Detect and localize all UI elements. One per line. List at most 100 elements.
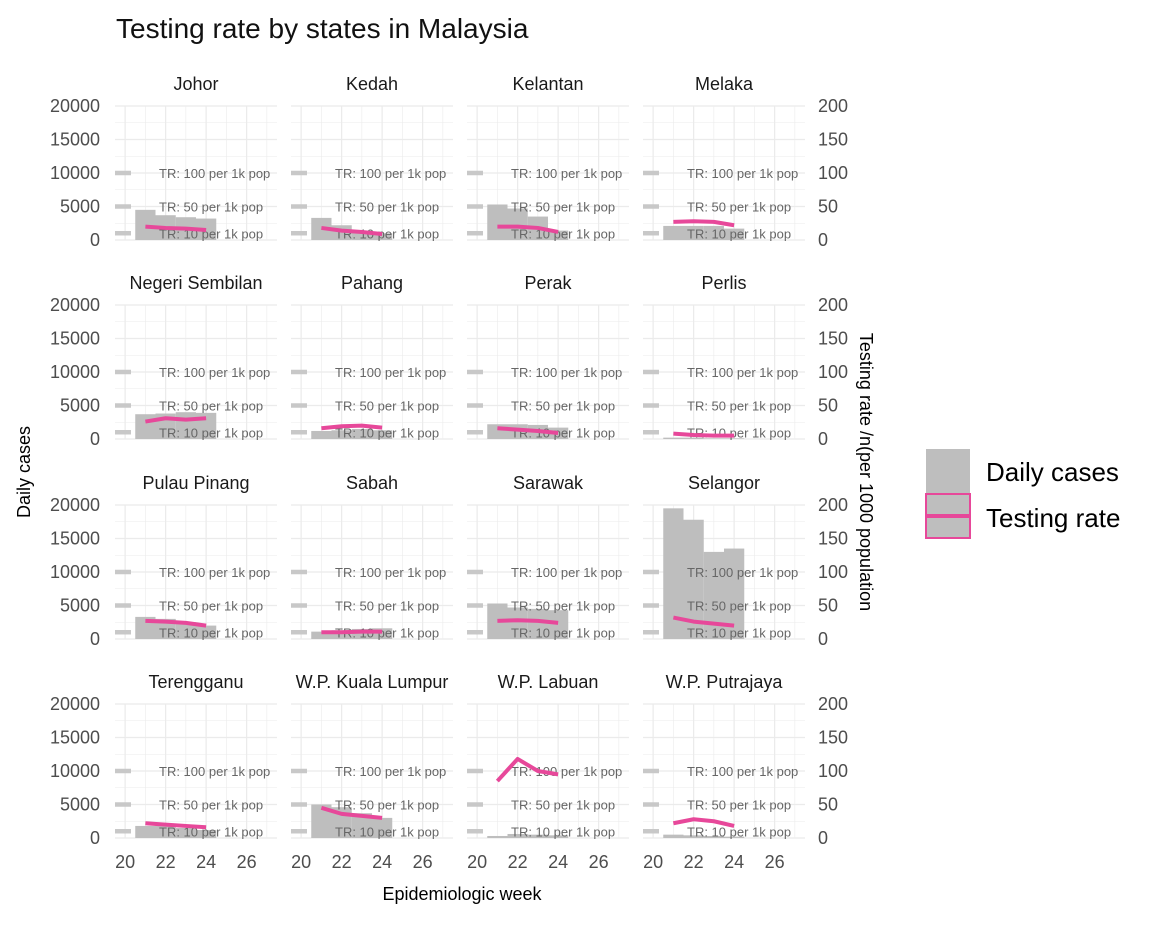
- x-tick-label: 20: [643, 852, 663, 872]
- panel-plot: TR: 10 per 1k pop TR: 50 per 1k pop TR: 10…: [291, 764, 453, 839]
- facet-label: W.P. Labuan: [498, 672, 599, 692]
- facet-label: Selangor: [688, 473, 760, 493]
- y2-axis-ticks: 0 50 100 150 200: [818, 495, 848, 649]
- reference-label-100: TR: 100 per 1k pop: [335, 764, 446, 779]
- y-tick-label: 15000: [50, 529, 100, 549]
- daily-cases-bar: [351, 428, 372, 439]
- x-tick-label: 22: [684, 852, 704, 872]
- panel-pahang: Pahang TR: 10 per 1k pop TR: 50 per 1k pop…: [291, 273, 453, 440]
- y2-tick-label: 100: [818, 362, 848, 382]
- reference-label-10: TR: 10 per 1k pop: [687, 425, 791, 440]
- panel-grid: [291, 703, 453, 839]
- y2-tick-label: 50: [818, 795, 838, 815]
- y2-tick-label: 150: [818, 130, 848, 150]
- facet-label: Kelantan: [512, 74, 583, 94]
- panel-w-p-putrajaya: W.P. Putrajaya TR: 10 per 1k pop TR: 50 pe…: [643, 672, 805, 839]
- reference-label-10: TR: 10 per 1k pop: [511, 226, 615, 241]
- y2-tick-label: 150: [818, 529, 848, 549]
- reference-label-50: TR: 50 per 1k pop: [159, 798, 263, 813]
- reference-label-100: TR: 100 per 1k pop: [687, 166, 798, 181]
- facet-label: Sarawak: [513, 473, 584, 493]
- y-axis-ticks: 0 5000 10000 15000 20000: [50, 295, 100, 449]
- y2-tick-label: 150: [818, 329, 848, 349]
- panel-sarawak: Sarawak TR: 10 per 1k pop TR: 50 per 1k po…: [467, 473, 629, 640]
- panel-pulau-pinang: Pulau Pinang TR: 10 per 1k pop TR: 50 per …: [115, 473, 277, 640]
- daily-cases-bar: [155, 825, 176, 838]
- x-tick-label: 20: [115, 852, 135, 872]
- daily-cases-bar: [331, 630, 352, 639]
- reference-label-50: TR: 50 per 1k pop: [687, 798, 791, 813]
- reference-label-10: TR: 10 per 1k pop: [687, 625, 791, 640]
- panel-plot: TR: 10 per 1k pop TR: 50 per 1k pop TR: 10…: [291, 166, 453, 241]
- y2-axis-ticks: 0 50 100 150 200: [818, 694, 848, 848]
- reference-label-10: TR: 10 per 1k pop: [335, 824, 439, 839]
- daily-cases-bar: [703, 551, 724, 639]
- reference-label-50: TR: 50 per 1k pop: [335, 599, 439, 614]
- panel-plot: TR: 10 per 1k pop TR: 50 per 1k pop TR: 10…: [467, 166, 629, 241]
- daily-cases-bar: [487, 603, 508, 639]
- daily-cases-bar: [683, 225, 704, 240]
- testing-rate-line: [321, 629, 383, 635]
- reference-label-10: TR: 10 per 1k pop: [335, 226, 439, 241]
- daily-cases-bar: [331, 430, 352, 439]
- y-tick-label: 10000: [50, 362, 100, 382]
- x-axis-ticks: 20 22 24 26: [643, 852, 785, 872]
- daily-cases-bar: [372, 628, 393, 639]
- y2-tick-label: 200: [818, 495, 848, 515]
- daily-cases-bar: [724, 228, 745, 240]
- y-tick-label: 20000: [50, 495, 100, 515]
- reference-label-100: TR: 100 per 1k pop: [159, 166, 270, 181]
- reference-label-10: TR: 10 per 1k pop: [511, 425, 615, 440]
- facet-label: Johor: [173, 74, 218, 94]
- panel-plot: TR: 10 per 1k pop TR: 50 per 1k pop TR: 10…: [643, 764, 805, 839]
- y2-axis-title: Testing rate /n(per 1000 population: [856, 333, 876, 611]
- reference-label-100: TR: 100 per 1k pop: [511, 365, 622, 380]
- daily-cases-bar: [663, 508, 684, 639]
- reference-label-10: TR: 10 per 1k pop: [687, 226, 791, 241]
- panel-plot: TR: 10 per 1k pop TR: 50 per 1k pop TR: 10…: [643, 508, 805, 640]
- daily-cases-bar: [196, 829, 217, 838]
- panel-plot: TR: 10 per 1k pop TR: 50 per 1k pop TR: 10…: [291, 365, 453, 440]
- y-tick-label: 15000: [50, 728, 100, 748]
- testing-rate-line: [497, 426, 559, 435]
- testing-rate-line: [497, 224, 559, 234]
- panel-selangor: Selangor TR: 10 per 1k pop TR: 50 per 1k p…: [643, 473, 805, 640]
- panel-kelantan: Kelantan TR: 10 per 1k pop TR: 50 per 1k p…: [467, 74, 629, 241]
- y2-tick-label: 50: [818, 197, 838, 217]
- panel-grid: [115, 105, 277, 241]
- facet-label: Terengganu: [148, 672, 243, 692]
- daily-cases-bar: [724, 836, 745, 838]
- facet-label: Sabah: [346, 473, 398, 493]
- daily-cases-bar: [548, 610, 569, 639]
- y-tick-label: 0: [90, 629, 100, 649]
- y-axis-title: Daily cases: [14, 426, 34, 518]
- daily-cases-bar: [507, 833, 528, 838]
- reference-label-50: TR: 50 per 1k pop: [687, 599, 791, 614]
- facet-label: Kedah: [346, 74, 398, 94]
- facet-label: W.P. Putrajaya: [666, 672, 784, 692]
- reference-label-100: TR: 100 per 1k pop: [687, 565, 798, 580]
- reference-label-100: TR: 100 per 1k pop: [335, 166, 446, 181]
- y2-tick-label: 0: [818, 429, 828, 449]
- y-tick-label: 0: [90, 429, 100, 449]
- y2-tick-label: 200: [818, 694, 848, 714]
- reference-label-50: TR: 50 per 1k pop: [511, 599, 615, 614]
- panel-perlis: Perlis TR: 10 per 1k pop TR: 50 per 1k pop…: [643, 273, 805, 440]
- reference-label-100: TR: 100 per 1k pop: [335, 365, 446, 380]
- y-tick-label: 15000: [50, 130, 100, 150]
- testing-rate-line: [673, 431, 735, 438]
- legend-item-daily-cases: Daily cases: [926, 449, 1119, 493]
- reference-label-50: TR: 50 per 1k pop: [687, 399, 791, 414]
- x-axis-ticks: 20 22 24 26: [291, 852, 433, 872]
- y2-tick-label: 0: [818, 629, 828, 649]
- y2-tick-label: 100: [818, 761, 848, 781]
- y2-tick-label: 0: [818, 230, 828, 250]
- y-axis-ticks: 0 5000 10000 15000 20000: [50, 96, 100, 250]
- y2-axis-ticks: 0 50 100 150 200: [818, 295, 848, 449]
- reference-label-10: TR: 10 per 1k pop: [511, 625, 615, 640]
- daily-cases-bar: [175, 622, 196, 639]
- testing-rate-line: [145, 821, 207, 830]
- testing-rate-line: [672, 615, 735, 628]
